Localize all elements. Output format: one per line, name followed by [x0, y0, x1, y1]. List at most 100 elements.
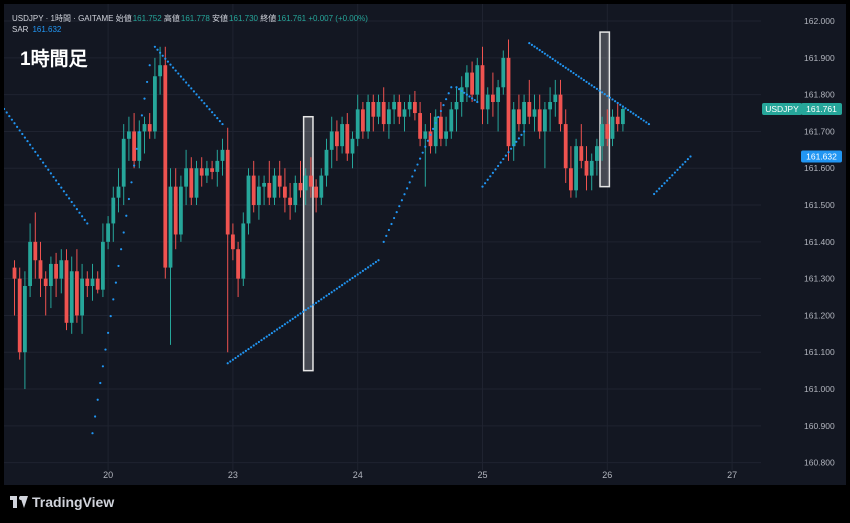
candle-up: [366, 94, 370, 139]
sar-dot: [582, 78, 586, 82]
candle-down: [132, 113, 136, 169]
close-value: 161.761: [277, 14, 307, 23]
candle-down: [537, 94, 542, 139]
sar-dot: [424, 145, 427, 148]
sar-dot: [315, 301, 318, 304]
sar-indicator-line[interactable]: SAR 161.632: [12, 25, 61, 34]
sar-dot: [556, 61, 560, 64]
price-label-usdjpy: USDJPY 161.761: [762, 102, 842, 115]
chart-area[interactable]: 162.000 161.900 161.800 161.700 161.600 161.5…: [4, 4, 846, 485]
sar-dot: [239, 353, 242, 356]
candle-body: [309, 175, 313, 187]
price-tick-label: 161.700: [804, 126, 835, 136]
candle-body: [496, 87, 500, 102]
sar-dot: [78, 211, 81, 214]
candle-body: [251, 175, 256, 206]
sar-dot: [161, 54, 164, 57]
sar-dot: [416, 163, 419, 166]
sar-dot: [309, 305, 312, 308]
candle-body: [314, 186, 318, 198]
candle-up: [106, 216, 110, 250]
sar-dot: [673, 171, 677, 174]
candle-down: [371, 94, 376, 132]
sar-dot: [13, 122, 16, 125]
sar-dot: [83, 218, 86, 221]
high-value: 161.778: [180, 14, 210, 23]
candle-body: [137, 131, 142, 161]
candle-down: [563, 109, 568, 183]
candle-body: [54, 263, 58, 279]
sar-dot: [31, 147, 34, 150]
symbol-line[interactable]: USDJPY · 1時間 · GAITAME: [12, 14, 114, 23]
candle-down: [277, 160, 282, 198]
sar-dot: [442, 104, 445, 107]
sar-dot: [281, 324, 284, 328]
price-tick-label: 161.500: [804, 200, 835, 210]
sar-dot: [294, 315, 297, 319]
highlight-box: [599, 31, 611, 188]
price-axis: 162.000 161.900 161.800 161.700 161.600 161.5…: [804, 16, 835, 468]
candle-up: [501, 50, 506, 95]
sar-dot: [296, 314, 299, 317]
sar-dot: [634, 114, 638, 117]
sar-dot: [192, 90, 195, 93]
candle-body: [449, 109, 454, 132]
candle-down: [199, 157, 204, 187]
sar-dot: [185, 81, 188, 84]
sar-dot: [330, 291, 333, 294]
sar-dot: [81, 215, 84, 218]
sar-dot: [369, 264, 372, 267]
candle-body: [116, 186, 121, 198]
candle-body: [491, 94, 495, 102]
sar-dot: [73, 204, 76, 207]
candle-down: [439, 102, 443, 147]
sar-dot: [455, 86, 458, 89]
candle-up: [179, 175, 183, 242]
candle-up: [449, 102, 454, 139]
sar-dot: [138, 131, 141, 134]
sar-dot: [112, 298, 115, 301]
candle-body: [376, 102, 381, 117]
sar-dot: [247, 347, 250, 351]
candle-up: [49, 256, 53, 309]
sar-dot: [486, 178, 489, 181]
sar-dot: [393, 216, 396, 220]
candle-body: [615, 116, 620, 125]
candle-up: [532, 94, 537, 132]
candle-down: [288, 182, 292, 220]
candle-down: [231, 223, 235, 261]
sar-dot: [590, 84, 593, 87]
sar-dot: [575, 73, 578, 76]
candlestick-chart[interactable]: 162.000 161.900 161.800 161.700 161.600 161.5…: [4, 4, 846, 485]
sar-dot: [567, 68, 570, 71]
candle-up: [433, 109, 438, 154]
sar-dot: [445, 98, 448, 101]
sar-dot: [580, 77, 583, 80]
sar-dot: [234, 356, 237, 360]
candle-body: [168, 186, 173, 268]
candle-body: [621, 108, 625, 125]
candle-body: [80, 278, 84, 316]
candle-body: [475, 65, 480, 95]
sar-dot: [317, 300, 320, 303]
candle-body: [241, 223, 246, 279]
sar-dot: [403, 193, 406, 196]
candle-up: [142, 116, 147, 154]
sar-dot: [588, 82, 591, 85]
candle-down: [491, 72, 495, 117]
candle-up: [355, 94, 360, 147]
candle-body: [64, 260, 69, 323]
candle-body: [600, 124, 604, 147]
tradingview-logo[interactable]: TradingView: [10, 494, 114, 510]
candle-body: [106, 223, 110, 242]
candle-up: [23, 271, 27, 390]
sar-dot: [642, 119, 645, 122]
sar-dot: [36, 154, 40, 157]
sar-dot: [395, 211, 398, 214]
candle-body: [480, 65, 485, 110]
sar-dot: [182, 78, 185, 81]
overlay-title: 1時間足: [20, 49, 88, 70]
candle-up: [215, 149, 220, 187]
candle-body: [246, 175, 251, 224]
sar-dot: [689, 155, 692, 158]
